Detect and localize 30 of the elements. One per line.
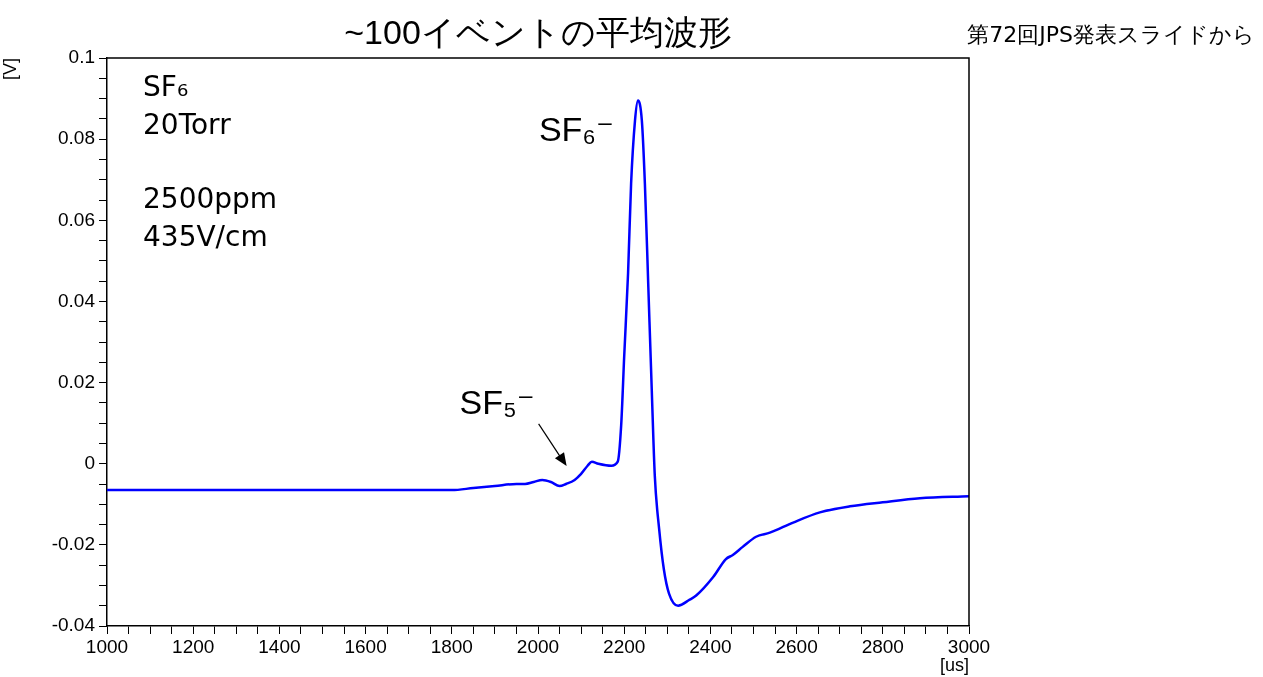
x-tick-label: 1000 [85, 635, 129, 657]
y-tick-label: 0.1 [68, 46, 95, 68]
x-tick-label: 2600 [775, 635, 818, 657]
y-tick-label: 0.08 [58, 127, 95, 149]
line-series [107, 99, 969, 607]
text: 第72回JPS発表スライドから [967, 22, 1255, 47]
y-tick-label: -0.04 [51, 614, 96, 636]
x-tick-label: 2800 [861, 635, 904, 657]
y-tick-label: 0.02 [58, 370, 95, 392]
chart-title: ~100イベントの平均波形 [344, 13, 732, 51]
x-tick-label: 2400 [689, 635, 732, 657]
y-tick-label: -0.02 [51, 533, 95, 555]
y-tick-label: 0.06 [58, 208, 95, 230]
annotation: 20Torr [143, 108, 232, 141]
x-axis-title: [us] [939, 655, 969, 676]
x-tick-label: 2200 [603, 635, 646, 657]
annotation: SF₅⁻ [459, 382, 535, 421]
annotation: SF₆⁻ [538, 109, 614, 148]
x-tick-label: 2000 [516, 635, 560, 657]
x-tick-label: 3000 [947, 635, 991, 657]
x-tick-label: 1400 [258, 635, 301, 657]
y-tick-label: 0.04 [58, 289, 96, 311]
annotation: 435V/cm [143, 220, 268, 253]
x-tick-label: 1600 [344, 635, 387, 657]
y-tick-label: 0 [84, 451, 95, 473]
annotation: 2500ppm [143, 182, 278, 215]
y-axis-title: [V] [0, 58, 20, 81]
annotation: SF₆ [143, 70, 189, 103]
x-tick-label: 1200 [172, 635, 215, 657]
x-tick-label: 1800 [430, 635, 473, 657]
